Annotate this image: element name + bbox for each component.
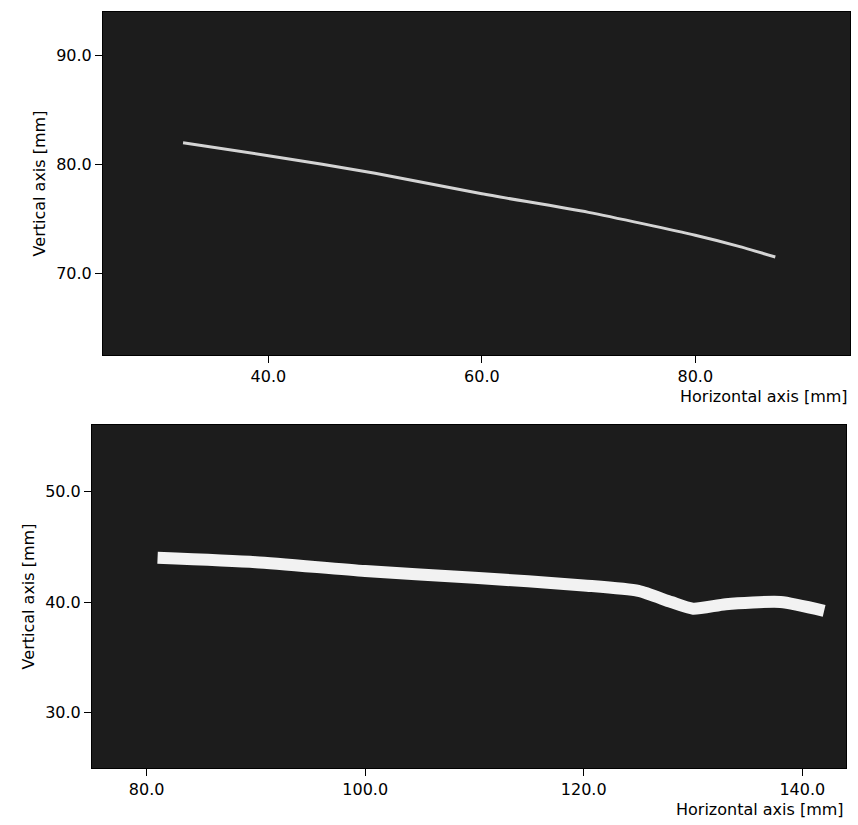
- svg-text:Vertical axis [mm]: Vertical axis [mm]: [30, 111, 49, 257]
- svg-text:30.0: 30.0: [45, 703, 81, 722]
- svg-text:40.0: 40.0: [45, 593, 81, 612]
- svg-text:100.0: 100.0: [342, 780, 388, 799]
- svg-text:120.0: 120.0: [561, 780, 607, 799]
- svg-text:70.0: 70.0: [56, 264, 92, 283]
- svg-text:50.0: 50.0: [45, 482, 81, 501]
- svg-text:90.0: 90.0: [56, 46, 92, 65]
- svg-text:40.0: 40.0: [251, 367, 287, 386]
- svg-text:80.0: 80.0: [129, 780, 165, 799]
- svg-text:80.0: 80.0: [56, 155, 92, 174]
- svg-text:Horizontal axis [mm]: Horizontal axis [mm]: [680, 387, 848, 406]
- svg-text:80.0: 80.0: [677, 367, 713, 386]
- svg-text:60.0: 60.0: [464, 367, 500, 386]
- svg-text:Vertical axis [mm]: Vertical axis [mm]: [19, 524, 38, 670]
- svg-text:Horizontal axis [mm]: Horizontal axis [mm]: [676, 800, 844, 819]
- svg-text:140.0: 140.0: [779, 780, 825, 799]
